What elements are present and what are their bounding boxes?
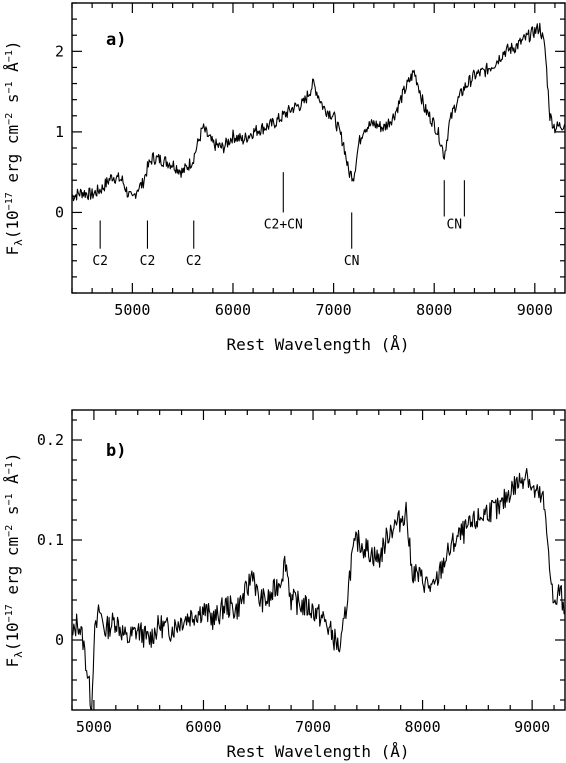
panel-b-x-ticks: 5000 6000 7000 8000 9000 — [71, 410, 555, 736]
panel-a-x-ticks: 5000 6000 7000 8000 9000 — [71, 3, 556, 319]
x-tick-label: 7000 — [295, 718, 331, 736]
feature-label: C2 — [140, 254, 156, 269]
y-tick-label: 2 — [55, 42, 64, 60]
x-tick-label: 6000 — [185, 718, 221, 736]
panel-b-x-axis-title: Rest Wavelength (Å) — [226, 742, 409, 761]
y-tick-label: 0 — [55, 631, 64, 649]
panel-a-frame — [71, 2, 566, 294]
y-tick-label: 0.1 — [37, 531, 64, 549]
x-tick-label: 5000 — [76, 718, 112, 736]
x-tick-label: 8000 — [416, 301, 452, 319]
panel-b-y-ticks: 0 0.1 0.2 — [37, 419, 565, 701]
feature-label: C2 — [92, 254, 108, 269]
panel-b-spectrum-line — [71, 468, 566, 711]
x-tick-label: 9000 — [517, 301, 553, 319]
y-tick-label: 0.2 — [37, 431, 64, 449]
feature-label: CN — [446, 218, 462, 233]
y-tick-label: 1 — [55, 123, 64, 141]
x-tick-label: 6000 — [215, 301, 251, 319]
panel-a-y-ticks: 0 1 2 — [55, 2, 565, 294]
feature-label: C2 — [186, 254, 202, 269]
feature-label: C2+CN — [264, 218, 303, 233]
panel-a-annotations: C2 C2 C2 C2+CN CN CN — [92, 172, 465, 269]
x-tick-label: 7000 — [316, 301, 352, 319]
panel-b: 5000 6000 7000 8000 9000 0 0.1 0.2 b) Rest Wav… — [3, 409, 566, 761]
x-tick-label: 8000 — [405, 718, 441, 736]
panel-b-label: b) — [106, 441, 126, 461]
panel-b-y-axis-title: Fλ(10−17 erg cm−2 s−1 Å−1) — [3, 453, 25, 668]
panel-a: 5000 6000 7000 8000 9000 0 1 2 C2 C2 C2 C2+CN CN CN… — [3, 2, 566, 354]
x-tick-label: 9000 — [514, 718, 550, 736]
feature-label: CN — [344, 254, 360, 269]
y-tick-label: 0 — [55, 203, 64, 221]
panel-a-y-axis-title: Fλ(10−17 erg cm−2 s−1 Å−1) — [3, 41, 25, 256]
x-tick-label: 5000 — [114, 301, 150, 319]
panel-b-frame — [71, 409, 566, 711]
panel-a-x-axis-title: Rest Wavelength (Å) — [226, 335, 409, 354]
panel-a-label: a) — [106, 30, 126, 50]
panel-a-spectrum-line — [71, 22, 566, 202]
